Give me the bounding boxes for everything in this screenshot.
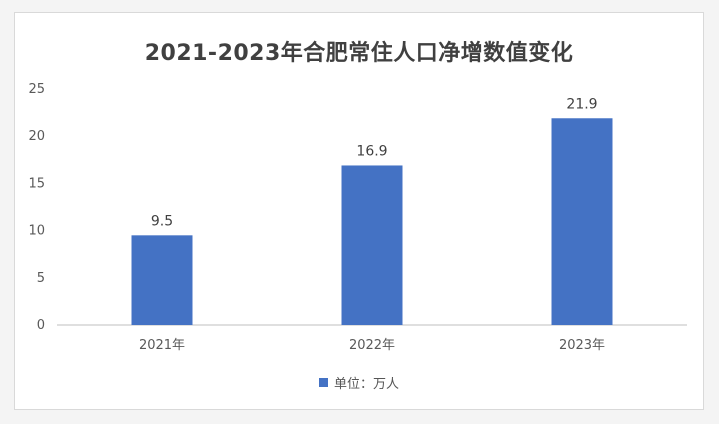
y-tick-label: 5: [37, 271, 45, 286]
bar: [551, 118, 613, 325]
data-label: 9.5: [151, 213, 173, 229]
data-label: 16.9: [356, 143, 387, 159]
chart-container: 2021-2023年合肥常住人口净增数值变化 0 5 10 15 20 25 9.5 2021…: [14, 12, 704, 410]
bar: [341, 165, 403, 325]
x-tick-label: 2023年: [559, 338, 605, 353]
bar: [131, 235, 193, 325]
y-tick-label: 15: [28, 176, 45, 191]
y-tick-label: 10: [28, 224, 45, 239]
x-tick-label: 2021年: [139, 338, 185, 353]
x-tick-label: 2022年: [349, 338, 395, 353]
chart-title: 2021-2023年合肥常住人口净增数值变化: [144, 41, 574, 66]
bar-chart: 0 5 10 15 20 25 9.5 2021年 16.9 2022年 21.9 2023年: [28, 82, 687, 353]
legend: 单位：万人: [15, 373, 703, 392]
legend-swatch: [318, 378, 328, 387]
y-tick-label: 25: [28, 82, 45, 97]
y-tick-label: 0: [37, 318, 45, 333]
data-label: 21.9: [566, 96, 597, 112]
legend-label: 单位：万人: [333, 377, 399, 392]
y-tick-label: 20: [28, 129, 45, 144]
